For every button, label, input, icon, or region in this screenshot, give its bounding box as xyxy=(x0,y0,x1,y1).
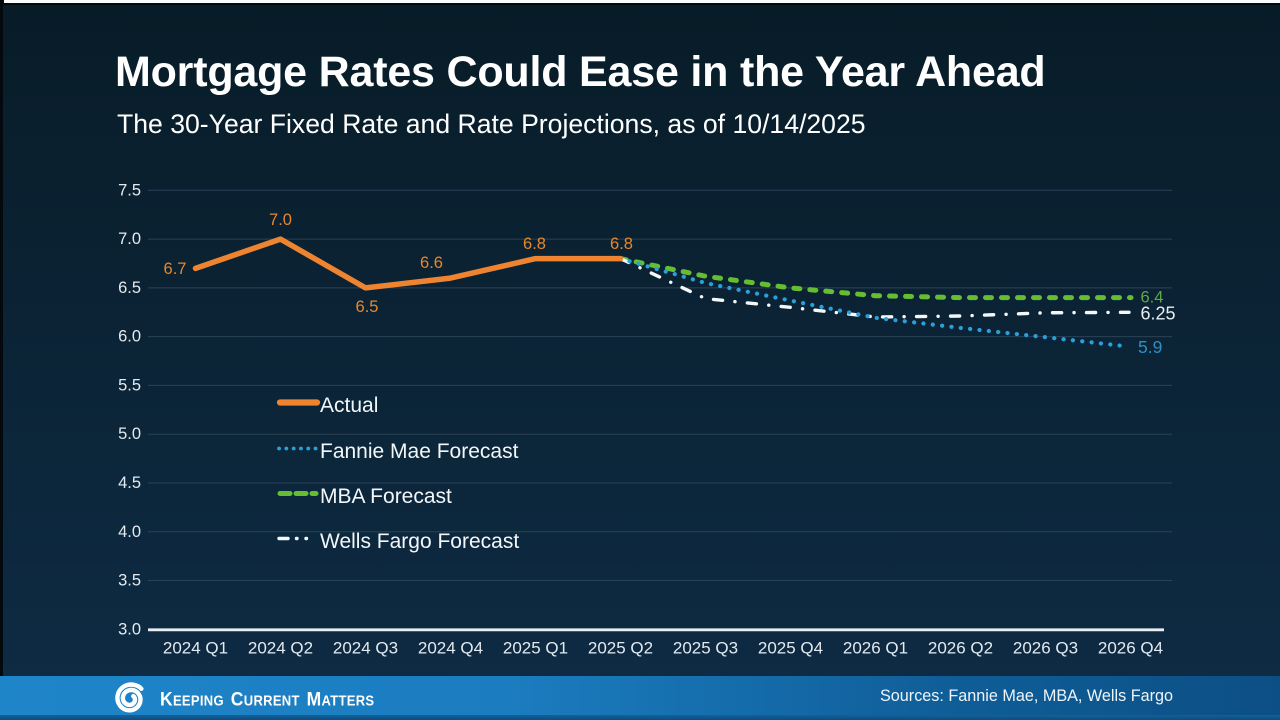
svg-text:2026 Q4: 2026 Q4 xyxy=(1098,639,1163,658)
svg-text:2024 Q4: 2024 Q4 xyxy=(418,639,483,658)
svg-text:2025 Q2: 2025 Q2 xyxy=(588,639,653,658)
svg-text:2024 Q3: 2024 Q3 xyxy=(333,639,398,658)
svg-text:6.5: 6.5 xyxy=(356,298,379,316)
svg-text:2025 Q4: 2025 Q4 xyxy=(758,639,823,658)
svg-text:5.0: 5.0 xyxy=(118,425,141,443)
svg-text:6.0: 6.0 xyxy=(118,328,141,346)
svg-text:3.5: 3.5 xyxy=(118,572,141,590)
svg-text:Actual: Actual xyxy=(320,394,378,417)
svg-text:2024 Q2: 2024 Q2 xyxy=(248,639,313,658)
svg-text:2025 Q1: 2025 Q1 xyxy=(503,639,568,658)
svg-text:6.7: 6.7 xyxy=(164,260,187,278)
svg-text:Fannie Mae Forecast: Fannie Mae Forecast xyxy=(320,440,519,463)
svg-text:7.0: 7.0 xyxy=(118,230,141,248)
svg-text:3.0: 3.0 xyxy=(118,620,141,638)
svg-text:4.0: 4.0 xyxy=(118,523,141,541)
svg-text:7.5: 7.5 xyxy=(118,181,141,199)
svg-text:6.6: 6.6 xyxy=(420,254,443,272)
svg-text:4.5: 4.5 xyxy=(118,474,141,492)
svg-text:6.8: 6.8 xyxy=(610,235,633,253)
svg-text:MBA Forecast: MBA Forecast xyxy=(320,485,452,508)
svg-text:5.9: 5.9 xyxy=(1138,337,1162,357)
svg-text:7.0: 7.0 xyxy=(269,211,292,229)
svg-text:6.5: 6.5 xyxy=(118,279,141,297)
svg-text:5.5: 5.5 xyxy=(118,376,141,394)
svg-text:6.4: 6.4 xyxy=(1141,289,1164,307)
svg-text:6.8: 6.8 xyxy=(523,235,546,253)
svg-text:2026 Q1: 2026 Q1 xyxy=(843,639,908,658)
svg-text:Wells Fargo Forecast: Wells Fargo Forecast xyxy=(320,530,519,553)
svg-text:2026 Q2: 2026 Q2 xyxy=(928,639,993,658)
svg-text:2025 Q3: 2025 Q3 xyxy=(673,639,738,658)
svg-text:2026 Q3: 2026 Q3 xyxy=(1013,639,1078,658)
svg-text:2024 Q1: 2024 Q1 xyxy=(163,639,228,658)
svg-text:6.25: 6.25 xyxy=(1141,303,1176,323)
